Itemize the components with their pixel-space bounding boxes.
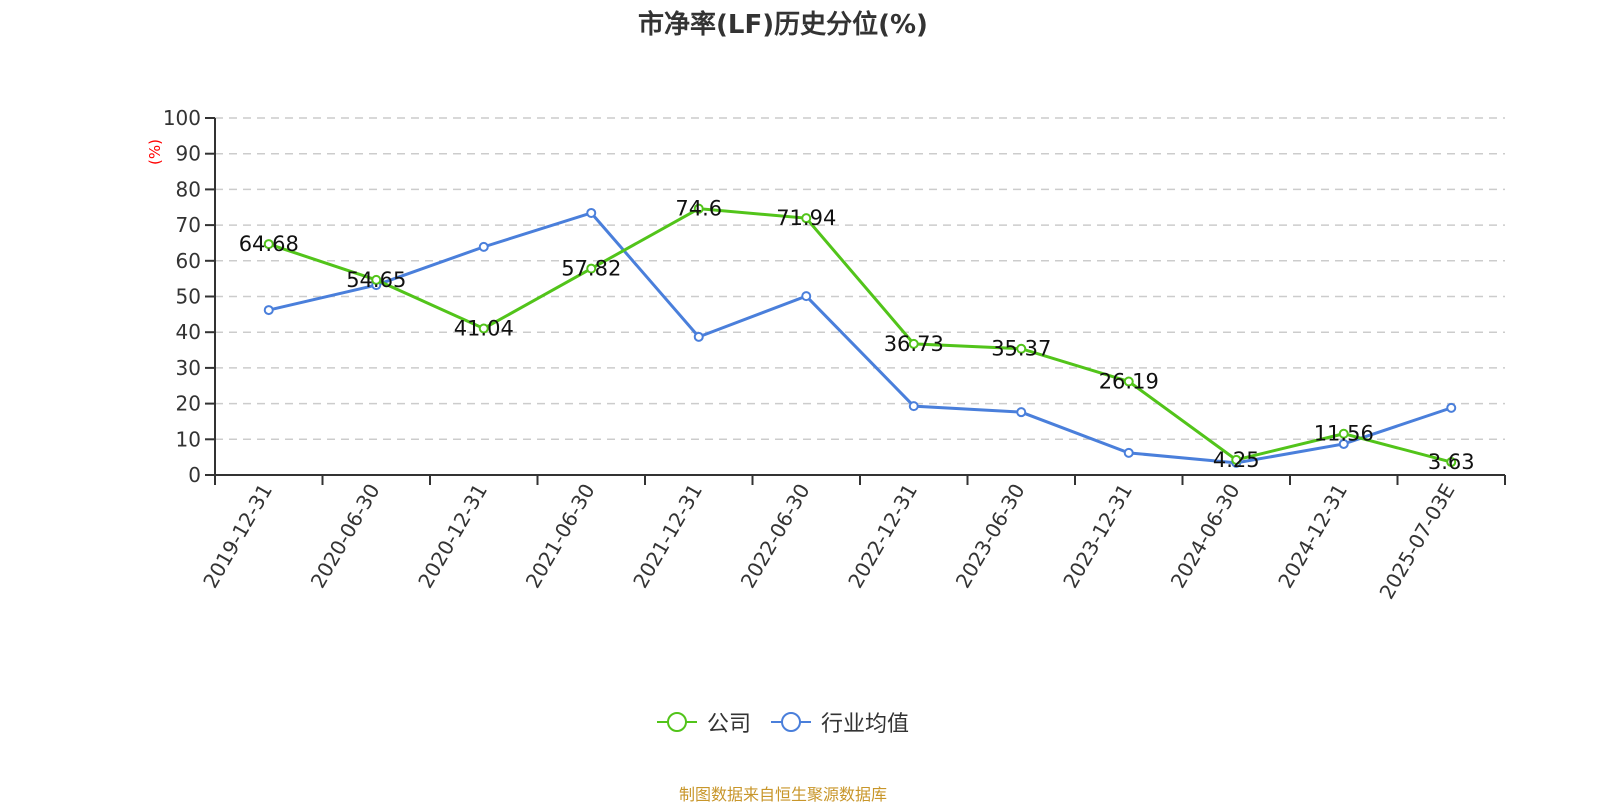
legend-label: 公司 — [706, 712, 751, 737]
data-point[interactable] — [478, 323, 489, 334]
data-labels: 64.68 54.65 41.04 57.82 74.6 71.94 36.73 35.37 2… — [239, 197, 1475, 474]
x-tick-label: 2023-06-30 — [951, 480, 1030, 593]
data-point[interactable] — [478, 241, 489, 252]
data-point[interactable] — [908, 338, 919, 349]
data-label: 36.73 — [884, 332, 944, 356]
data-point[interactable] — [586, 207, 597, 218]
data-label: 35.37 — [991, 337, 1051, 361]
x-tick-label: 2022-06-30 — [736, 480, 815, 593]
x-axis: 2019-12-31 2020-06-30 2020-12-31 2021-06-30… — [198, 474, 1506, 604]
x-tick-label: 2025-07-03E — [1374, 480, 1459, 604]
y-tick-label: 30 — [176, 356, 201, 380]
data-label: 3.63 — [1428, 450, 1475, 474]
y-tick-label: 0 — [188, 463, 201, 487]
y-tick-label: 100 — [163, 106, 201, 130]
data-label: 54.65 — [346, 268, 406, 292]
data-point[interactable] — [693, 203, 704, 214]
data-point[interactable] — [1338, 428, 1349, 439]
data-point[interactable] — [371, 274, 382, 285]
x-tick-label: 2024-12-31 — [1273, 480, 1352, 593]
y-tick-label: 70 — [176, 213, 201, 237]
data-point[interactable] — [801, 213, 812, 224]
data-label: 74.6 — [675, 197, 722, 221]
data-point[interactable] — [1016, 343, 1027, 354]
y-tick-label: 80 — [176, 177, 201, 201]
data-point[interactable] — [263, 305, 274, 316]
data-label: 26.19 — [1099, 370, 1159, 394]
series-line — [268, 207, 1452, 464]
y-axis: 0 10 20 30 40 50 60 70 80 90 100 (%) — [146, 106, 216, 487]
series-lines — [263, 203, 1457, 468]
data-point[interactable] — [693, 331, 704, 342]
x-tick-label: 2020-06-30 — [306, 480, 385, 593]
y-tick-label: 20 — [176, 392, 201, 416]
data-label: 41.04 — [454, 316, 514, 340]
data-point[interactable] — [1446, 402, 1457, 413]
data-point[interactable] — [801, 291, 812, 302]
data-point[interactable] — [1123, 447, 1134, 458]
chart-title: 市净率(LF)历史分位(%) — [638, 10, 928, 40]
x-tick-label: 2020-12-31 — [413, 480, 492, 593]
data-point[interactable] — [1338, 438, 1349, 449]
legend: 公司 行业均值 — [0, 706, 1566, 738]
y-tick-label: 90 — [176, 142, 201, 166]
series-line — [268, 211, 1452, 465]
x-tick-label: 2022-12-31 — [843, 480, 922, 593]
data-label: 64.68 — [239, 232, 299, 256]
y-tick-label: 50 — [176, 285, 201, 309]
x-tick-label: 2024-06-30 — [1166, 480, 1245, 593]
data-label: 71.94 — [776, 206, 836, 230]
x-tick-label: 2023-12-31 — [1058, 480, 1137, 593]
data-point[interactable] — [1231, 454, 1242, 465]
x-tick-label: 2021-06-30 — [521, 480, 600, 593]
data-point[interactable] — [908, 401, 919, 412]
legend-item-industry-average[interactable]: 行业均值 — [771, 706, 909, 738]
gridlines — [215, 117, 1505, 441]
y-tick-label: 10 — [176, 427, 201, 451]
x-tick-label: 2019-12-31 — [198, 480, 277, 593]
data-source-note: 制图数据来自恒生聚源数据库 — [678, 785, 887, 804]
legend-label: 行业均值 — [821, 712, 910, 737]
y-axis-label: (%) — [146, 139, 164, 165]
legend-item-company[interactable]: 公司 — [656, 706, 751, 738]
data-label: 4.25 — [1213, 448, 1260, 472]
y-tick-label: 60 — [176, 249, 201, 273]
data-point[interactable] — [1016, 407, 1027, 418]
data-point[interactable] — [586, 263, 597, 274]
x-tick-label: 2021-12-31 — [628, 480, 707, 593]
data-point[interactable] — [1446, 457, 1457, 468]
data-label: 11.56 — [1314, 422, 1374, 446]
data-point[interactable] — [1123, 376, 1134, 387]
data-point[interactable] — [263, 239, 274, 250]
legend-line-circle-icon — [656, 712, 697, 732]
data-label: 57.82 — [561, 257, 621, 281]
y-tick-label: 40 — [176, 320, 201, 344]
legend-line-circle-icon — [771, 712, 811, 732]
